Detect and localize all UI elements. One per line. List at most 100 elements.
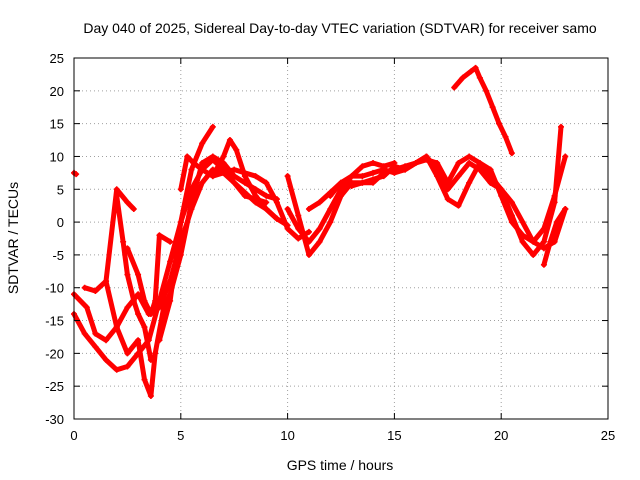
y-tick-label: 20 (50, 84, 64, 99)
data-point (188, 166, 195, 173)
data-point (508, 150, 515, 157)
data-point (252, 192, 259, 199)
data-point (263, 205, 270, 212)
data-point (263, 192, 270, 199)
data-point (156, 232, 163, 239)
data-point (124, 363, 131, 370)
data-point (540, 261, 547, 268)
data-point (120, 238, 127, 245)
data-point (316, 199, 323, 206)
data-point (348, 182, 355, 189)
data-point (444, 196, 451, 203)
data-point (472, 64, 479, 71)
data-point (233, 146, 240, 153)
data-point (455, 173, 462, 180)
data-point (370, 169, 377, 176)
data-point (489, 104, 496, 111)
x-tick-label: 0 (70, 428, 77, 443)
data-point (103, 356, 110, 363)
data-point (434, 160, 441, 167)
data-point (434, 173, 441, 180)
data-series (71, 64, 569, 400)
data-point (338, 179, 344, 186)
data-point (113, 324, 120, 331)
y-tick-label: 25 (50, 51, 64, 66)
y-tick-label: -10 (45, 281, 64, 296)
data-point (359, 173, 366, 180)
grid-lines (74, 58, 608, 419)
series-line-10 (210, 167, 312, 241)
data-point (152, 297, 159, 304)
x-tick-label: 25 (601, 428, 615, 443)
data-point (553, 219, 560, 226)
data-point (199, 140, 206, 147)
data-point (209, 173, 216, 180)
data-point (444, 179, 451, 186)
data-point (81, 330, 88, 337)
data-point (305, 238, 312, 245)
y-tick-label: -5 (52, 248, 64, 263)
data-point (502, 133, 509, 140)
data-point (558, 123, 565, 130)
data-point (508, 212, 515, 219)
data-point (209, 153, 216, 160)
data-point (199, 166, 206, 173)
data-point (295, 225, 302, 232)
data-point (124, 304, 131, 311)
data-point (152, 350, 159, 357)
y-tick-label: -25 (45, 379, 64, 394)
x-axis-label: GPS time / hours (287, 457, 394, 473)
data-point (231, 166, 238, 173)
data-point (209, 123, 216, 130)
data-point (160, 304, 167, 311)
data-point (327, 192, 334, 199)
data-point (167, 297, 174, 304)
data-point (141, 376, 148, 383)
data-point (455, 202, 462, 209)
data-point (252, 173, 259, 180)
data-point (130, 297, 137, 304)
data-point (141, 324, 148, 331)
x-tick-label: 5 (177, 428, 184, 443)
data-point (327, 219, 334, 226)
data-point (156, 337, 163, 344)
series-line-18 (451, 65, 515, 156)
data-point (199, 179, 206, 186)
data-point (113, 186, 120, 193)
data-point (113, 192, 120, 199)
data-point (113, 366, 120, 373)
x-tick-label: 20 (494, 428, 508, 443)
data-point (124, 271, 131, 278)
data-point (451, 84, 458, 91)
data-point (370, 160, 377, 167)
y-tick-label: 10 (50, 149, 64, 164)
data-point (184, 153, 191, 160)
data-point (226, 137, 233, 144)
data-point (92, 343, 99, 350)
data-point (402, 166, 409, 173)
data-point (92, 288, 99, 295)
data-point (220, 169, 227, 176)
y-tick-label: 15 (50, 117, 64, 132)
data-point (284, 225, 291, 232)
data-point (508, 199, 515, 206)
data-point (412, 160, 419, 167)
data-point (273, 215, 280, 222)
data-point (519, 238, 526, 245)
data-point (124, 199, 131, 206)
data-point (466, 153, 473, 160)
data-point (370, 179, 377, 186)
x-tick-label: 15 (387, 428, 401, 443)
data-point (391, 169, 398, 176)
data-point (284, 173, 291, 180)
data-point (455, 160, 462, 167)
data-point (124, 245, 131, 252)
data-point (466, 160, 473, 167)
data-point (135, 271, 142, 278)
data-point (487, 173, 494, 180)
data-point (263, 179, 270, 186)
data-point (273, 199, 280, 206)
data-point (167, 258, 174, 265)
data-point (81, 284, 88, 291)
data-point (519, 219, 526, 226)
